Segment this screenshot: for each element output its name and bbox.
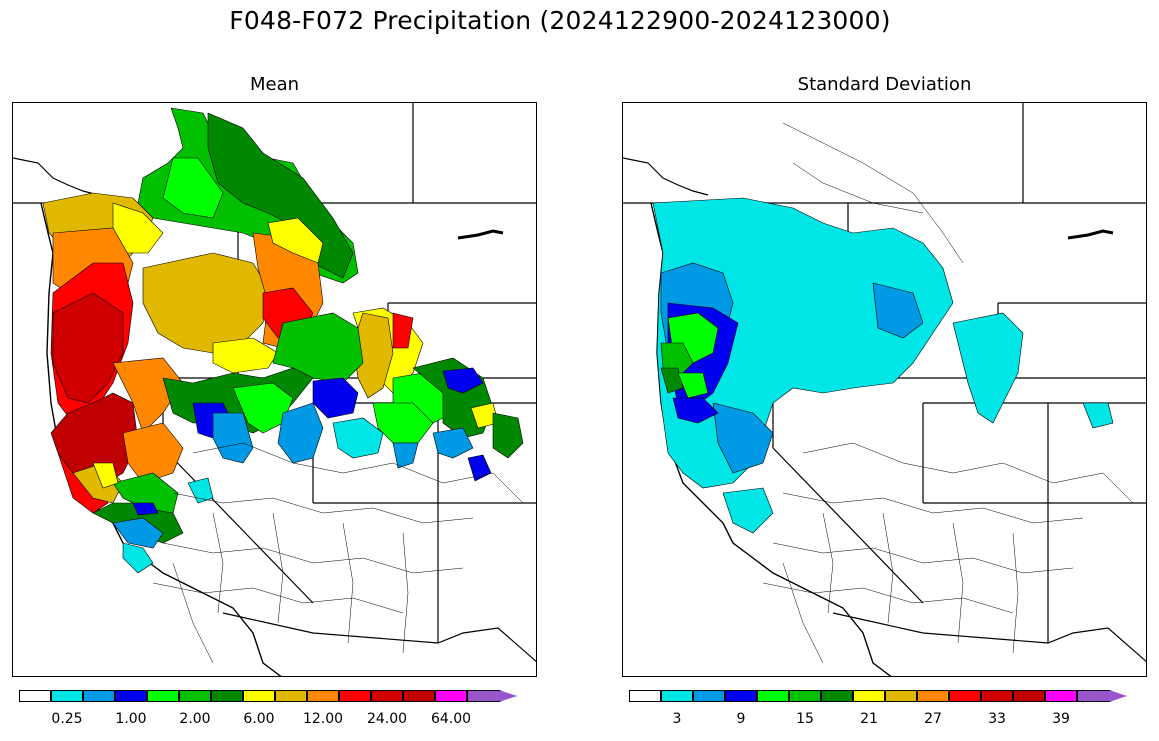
map-mean-canvas — [13, 103, 536, 676]
colorbar-segment — [147, 690, 179, 702]
colorbar-tick-label: 21 — [860, 711, 878, 727]
colorbar-segment — [629, 690, 661, 702]
colorbar-tick-label: 0.25 — [51, 711, 83, 727]
colorbar-segment — [435, 690, 467, 702]
stddev-precip-fill — [652, 197, 1114, 534]
basin-outlines — [152, 442, 524, 664]
colorbar-segment — [757, 690, 789, 702]
colorbar-segment — [661, 690, 693, 702]
colorbar-segment — [1077, 690, 1127, 702]
map-stddev-canvas — [623, 103, 1146, 676]
colorbar-tick-label: 64.00 — [430, 711, 472, 727]
panel-title-stddev: Standard Deviation — [797, 74, 972, 95]
colorbar-segment — [211, 690, 243, 702]
colorbar-segment — [1013, 690, 1045, 702]
colorbar-segment — [789, 690, 821, 702]
colorbar-segment — [1045, 690, 1077, 702]
colorbar-segment — [885, 690, 917, 702]
colorbar-segment — [949, 690, 981, 702]
colorbar-segment — [19, 690, 51, 702]
colorbar-tick-label: 3 — [672, 711, 682, 727]
colorbar-tick-label: 27 — [924, 711, 942, 727]
colorbar-tick-label: 1.00 — [115, 711, 147, 727]
colorbar-tick-label: 33 — [988, 711, 1006, 727]
basin-outlines — [762, 122, 1134, 664]
colorbar-segment — [371, 690, 403, 702]
colorbar-segment — [725, 690, 757, 702]
panel-title-mean: Mean — [249, 74, 300, 95]
colorbar-segment — [981, 690, 1013, 702]
colorbar-segment — [307, 690, 339, 702]
colorbar-tick-label: 6.00 — [243, 711, 275, 727]
colorbar-segment — [467, 690, 517, 702]
colorbar-stddev — [629, 690, 1139, 702]
mean-precip-fill — [42, 107, 524, 574]
colorbar-tick-label: 15 — [796, 711, 814, 727]
colorbar-segment — [275, 690, 307, 702]
colorbar-segment — [243, 690, 275, 702]
colorbar-mean — [19, 690, 529, 702]
colorbar-segment — [821, 690, 853, 702]
map-stddev — [622, 102, 1147, 677]
colorbar-segment — [339, 690, 371, 702]
colorbar-segment — [403, 690, 435, 702]
colorbar-segment — [693, 690, 725, 702]
map-mean — [12, 102, 537, 677]
colorbar-tick-label: 12.00 — [302, 711, 344, 727]
colorbar-segment — [853, 690, 885, 702]
colorbar-tick-label: 24.00 — [366, 711, 408, 727]
colorbar-tick-label: 2.00 — [179, 711, 211, 727]
colorbar-segment — [115, 690, 147, 702]
colorbar-tick-label: 9 — [736, 711, 746, 727]
colorbar-segment — [917, 690, 949, 702]
figure-title: F048-F072 Precipitation (2024122900-2024… — [229, 6, 891, 35]
colorbar-segment — [51, 690, 83, 702]
colorbar-tick-label: 39 — [1052, 711, 1070, 727]
colorbar-segment — [179, 690, 211, 702]
colorbar-segment — [83, 690, 115, 702]
